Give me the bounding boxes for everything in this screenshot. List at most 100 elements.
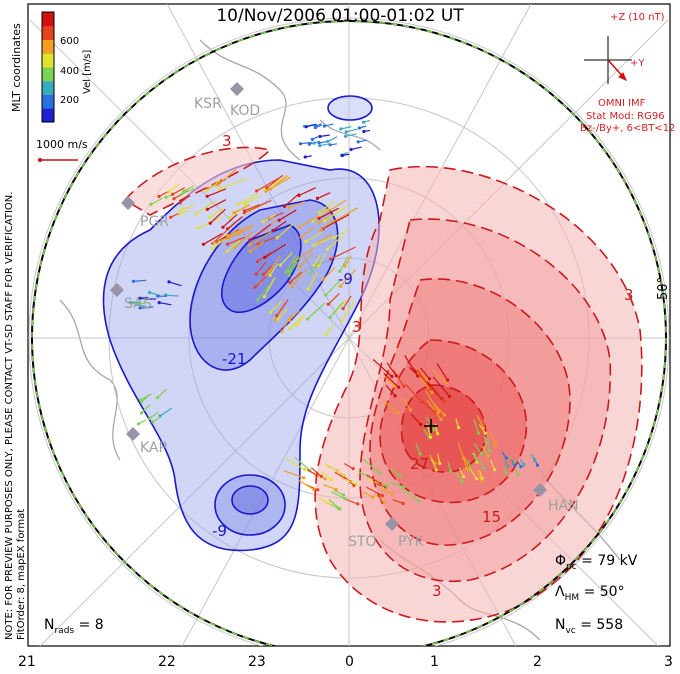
reference-vector-label: 1000 m/s (36, 138, 88, 151)
station-ksr: KSR (194, 96, 222, 112)
velocity-vector-origin (416, 499, 421, 503)
velocity-vector (226, 224, 254, 236)
velocity-vector-origin (393, 394, 397, 398)
velocity-vector (293, 247, 314, 263)
station-pyk: PYK (398, 534, 424, 550)
velocity-vector-origin (522, 463, 526, 467)
velocity-vector (313, 254, 321, 266)
velocity-vector (244, 203, 260, 212)
velocity-vector (481, 445, 490, 457)
velocity-vector-origin (442, 400, 447, 404)
velocity-vector-origin (228, 215, 232, 219)
colorbar-tick-200: 200 (60, 95, 80, 106)
imf-y-label: +Y (630, 58, 645, 69)
velocity-vector-origin (475, 458, 479, 462)
velocity-vector (168, 183, 180, 193)
velocity-vector-origin (254, 272, 258, 276)
velocity-vector-origin (351, 467, 355, 471)
velocity-vector-origin (287, 205, 291, 210)
velocity-vector-origin (248, 243, 252, 247)
velocity-vector (159, 407, 173, 417)
velocity-vector (278, 209, 297, 221)
velocity-vector-origin (226, 242, 230, 246)
velocity-vector (219, 178, 248, 190)
velocity-vector-origin (438, 461, 442, 465)
velocity-vector (269, 255, 281, 272)
station-markers (110, 82, 547, 531)
velocity-vector-origin (504, 471, 508, 475)
velocity-vector-origin (261, 272, 266, 276)
velocity-vector-origin (513, 464, 517, 468)
velocity-vector-origin (329, 257, 333, 261)
velocity-vector-origin (486, 455, 491, 459)
velocity-vector-origin (157, 194, 161, 199)
velocity-vector (350, 146, 362, 151)
velocity-vector-origin (433, 428, 437, 432)
velocity-vector-origin (362, 129, 366, 134)
velocity-vector (317, 192, 331, 199)
velocity-vector-origin (138, 306, 142, 310)
velocity-vector (383, 373, 400, 388)
velocity-vector-origin (329, 478, 333, 482)
colorbar-tick-400: 400 (60, 66, 80, 77)
velocity-vector-origin (476, 431, 480, 435)
velocity-vector-origin (315, 473, 319, 477)
velocity-vector-origin (277, 218, 281, 222)
velocity-vector-origin (420, 400, 424, 404)
velocity-vector-origin (269, 187, 273, 191)
radar-count: Nrads = 8 (44, 617, 104, 636)
velocity-vector (150, 197, 163, 205)
velocity-vectors (128, 120, 540, 511)
velocity-vector-origin (284, 270, 288, 274)
velocity-vector (295, 314, 306, 326)
velocity-vector (447, 461, 452, 472)
velocity-vector-origin (287, 273, 291, 277)
velocity-vector-origin (267, 270, 272, 274)
velocity-vector-origin (343, 134, 348, 138)
velocity-vector-origin (302, 476, 306, 480)
latitude-label: 50° (656, 276, 671, 300)
velocity-vector (327, 136, 338, 142)
velocity-vector (213, 234, 236, 244)
velocity-vector-origin (475, 477, 479, 481)
velocity-vector-origin (137, 296, 141, 300)
velocity-vector (328, 498, 341, 510)
velocity-vector-origin (325, 247, 329, 251)
velocity-vector (300, 226, 315, 238)
velocity-vector (340, 126, 352, 130)
velocity-vector-origin (382, 500, 386, 505)
velocity-vector-origin (354, 482, 358, 486)
velocity-vector (402, 397, 411, 411)
velocity-vector (344, 255, 352, 267)
velocity-vector-origin (317, 211, 321, 215)
velocity-vector-origin (338, 269, 342, 273)
velocity-vector-origin (182, 189, 186, 193)
velocity-vector (206, 188, 227, 197)
velocity-vector (339, 256, 349, 272)
velocity-vector (257, 286, 270, 301)
velocity-vector-origin (233, 245, 237, 250)
velocity-vector-origin (338, 507, 342, 511)
velocity-vector (432, 376, 450, 397)
velocity-vector-origin (318, 144, 322, 148)
velocity-vector-origin (178, 208, 182, 212)
velocity-vector (263, 277, 275, 297)
velocity-vector (318, 252, 327, 267)
velocity-vector (159, 302, 172, 306)
velocity-vector-origin (408, 408, 412, 412)
velocity-vector (318, 207, 339, 219)
velocity-vector (309, 261, 320, 274)
velocity-vector-origin (304, 240, 308, 244)
velocity-vector-origin (378, 471, 382, 475)
velocity-vector-origin (380, 494, 384, 498)
velocity-vector-origin (316, 488, 320, 492)
velocity-vector-origin (306, 287, 310, 291)
velocity-vector (325, 323, 335, 335)
velocity-vector (416, 368, 432, 390)
velocity-vector (401, 488, 419, 502)
preview-note: NOTE: FOR PREVIEW PURPOSES ONLY, PLEASE … (4, 191, 15, 640)
velocity-vector (392, 499, 404, 505)
velocity-vector (389, 481, 405, 488)
velocity-vector-origin (255, 189, 259, 193)
velocity-vector-origin (533, 458, 537, 463)
